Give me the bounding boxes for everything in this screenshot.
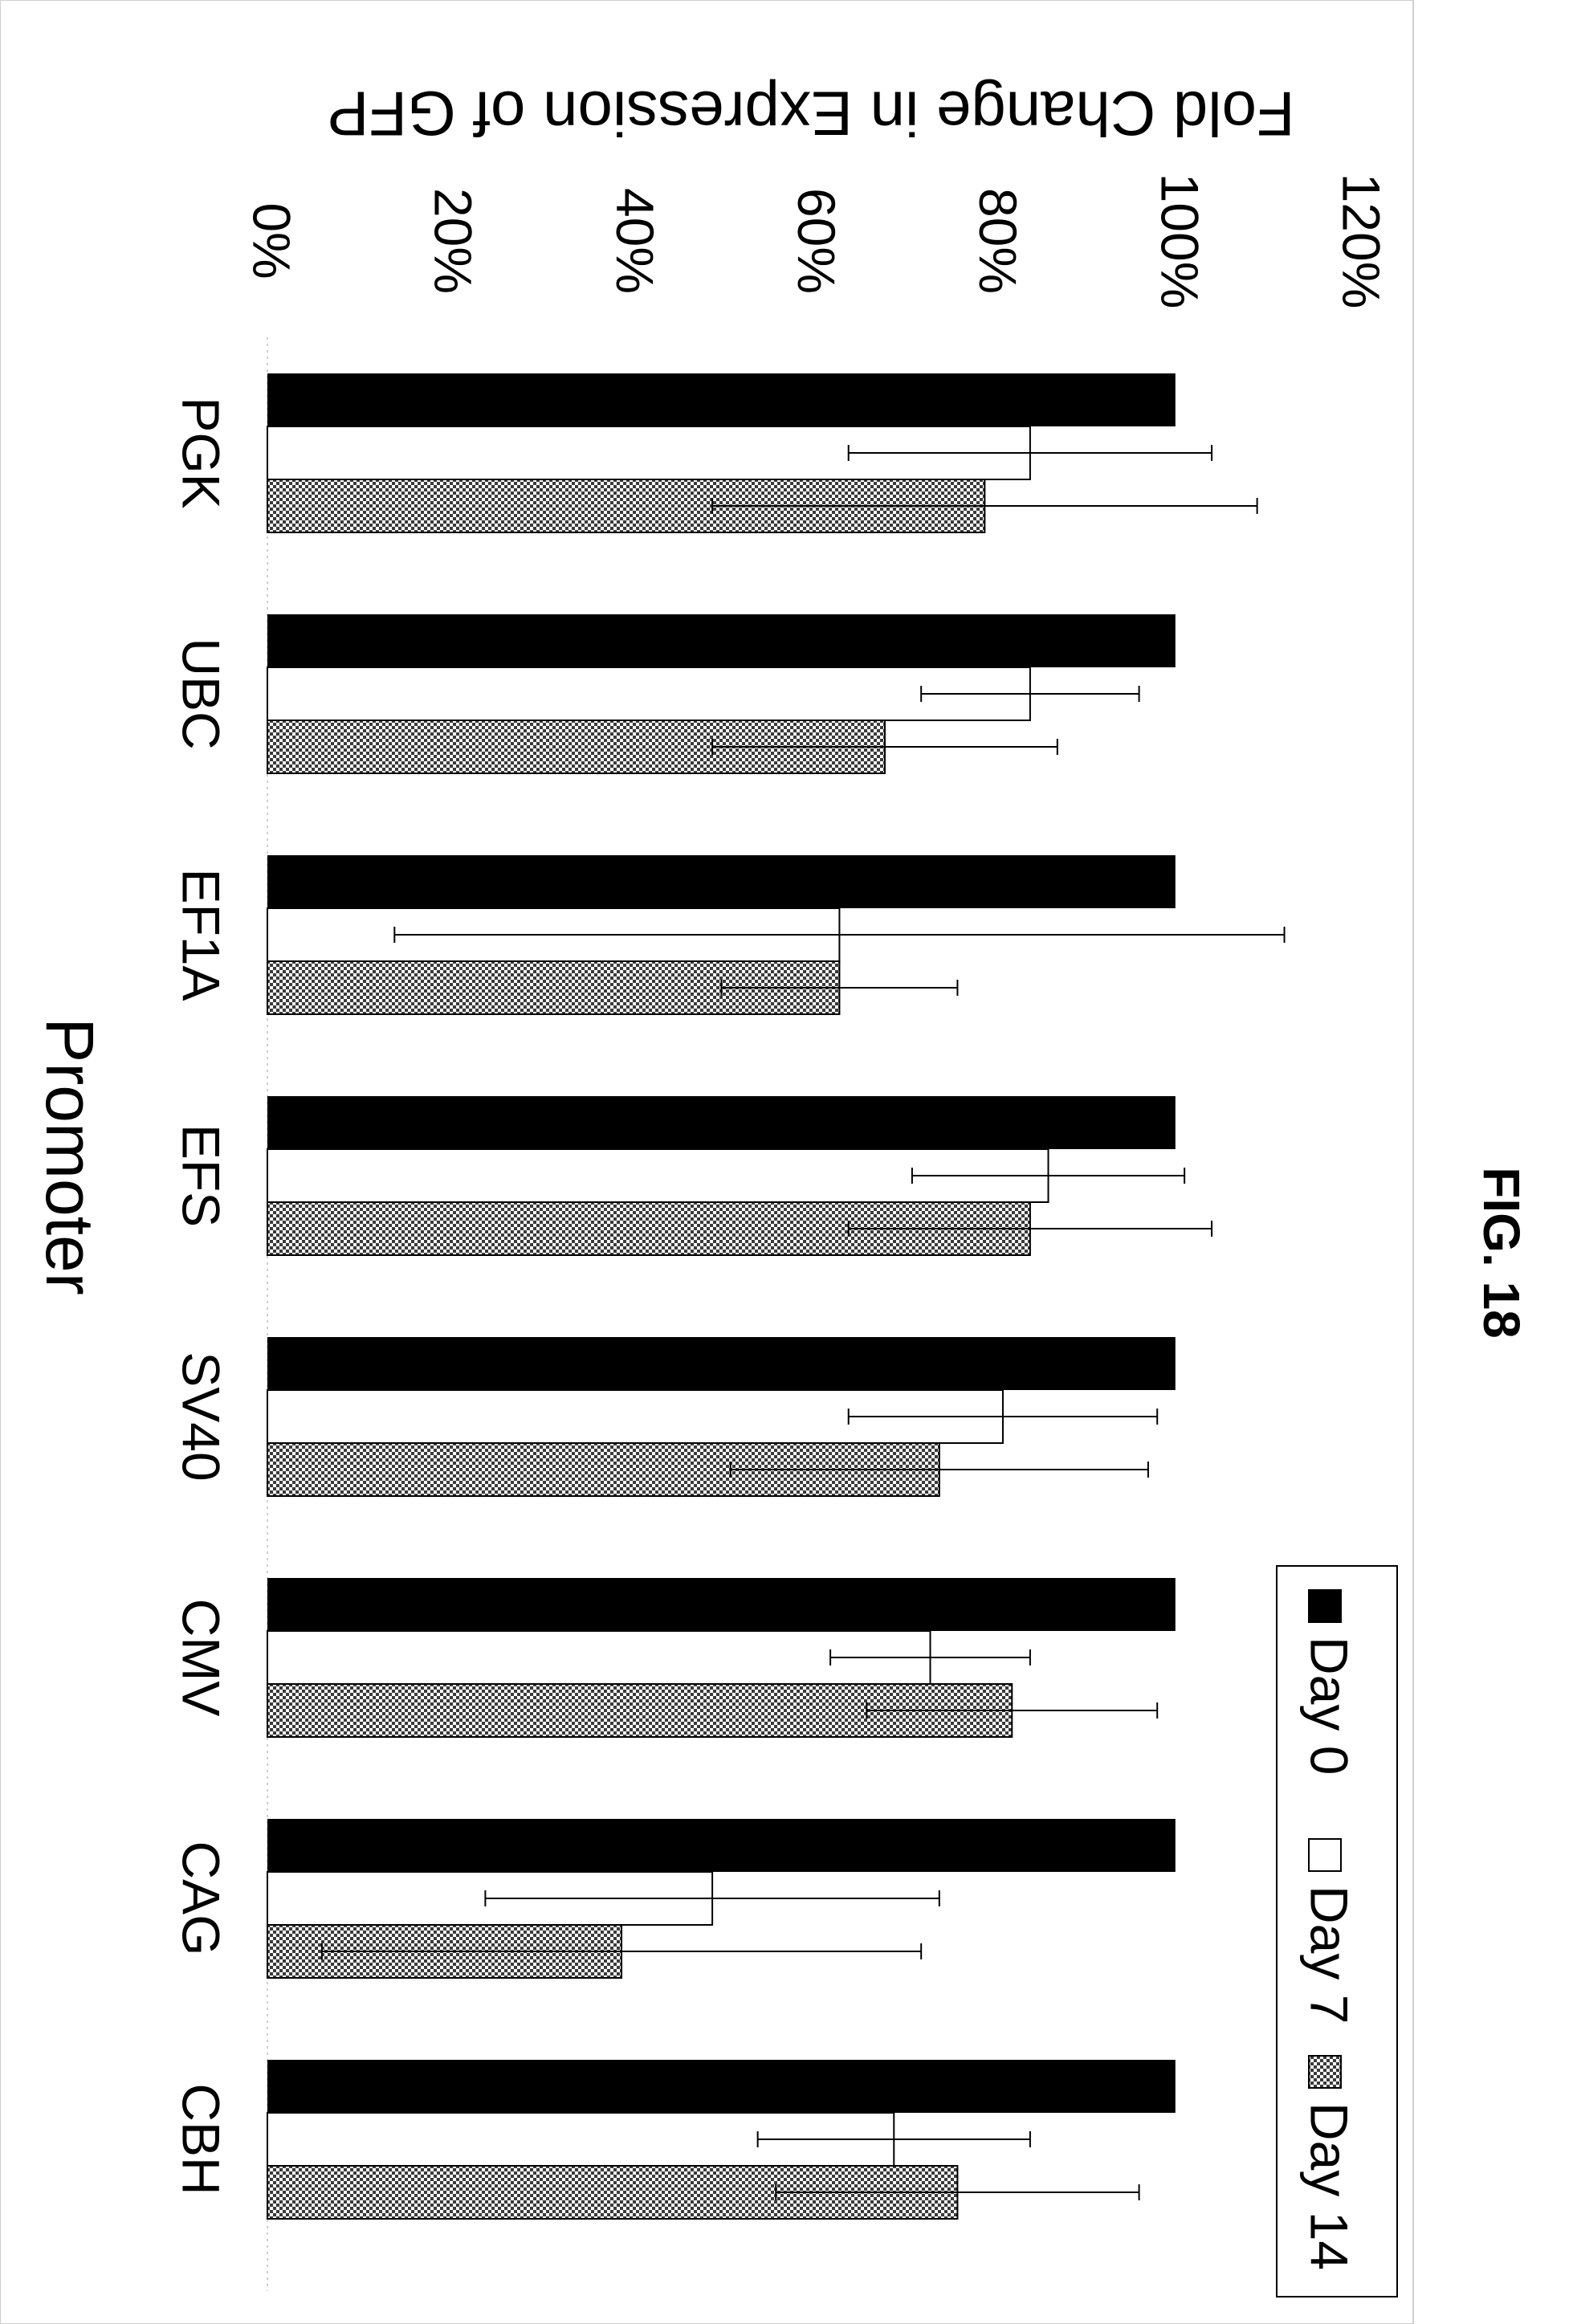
legend-swatch: [1308, 1589, 1342, 1623]
category-label: CBH: [172, 2083, 231, 2195]
legend-swatch: [1308, 1838, 1342, 1872]
y-tick-label: 100%: [1150, 173, 1209, 309]
legend-frame: [1276, 1565, 1398, 2297]
legend: Day 0 Day 7 Day 14: [1276, 1565, 1398, 2297]
bar: [267, 1337, 1176, 1390]
legend-label: Day 7: [1300, 1886, 1359, 2024]
legend-swatch: [1308, 2055, 1342, 2089]
plot-area: 0% 20% 40% 60% 80% 100% 120% PGK UBC EF1A EFS SV40 C…: [172, 173, 1392, 2291]
bar: [267, 1819, 1176, 1872]
category-label: EF1A: [172, 868, 231, 1001]
bar: [267, 1578, 1176, 1631]
y-tick-label: 80%: [968, 188, 1028, 294]
category-label: SV40: [172, 1352, 231, 1481]
legend-label: Day 14: [1300, 2102, 1359, 2270]
bar: [267, 667, 1031, 721]
figure-label: FIG. 18: [1473, 1167, 1530, 1338]
x-axis-title: Promoter: [32, 1017, 108, 1295]
y-tick-label: 60%: [787, 188, 846, 294]
bar: [267, 373, 1176, 426]
y-tick-label: 120%: [1332, 173, 1392, 309]
category-label: CAG: [172, 1841, 231, 1955]
bar: [267, 614, 1176, 667]
y-tick-label: 20%: [424, 188, 483, 294]
y-tick-label: 0%: [242, 202, 302, 279]
category-label: PGK: [172, 397, 231, 508]
chart-title: Fold Change in Expression of GFP: [327, 78, 1294, 149]
bar: [267, 1630, 931, 1685]
bar: [267, 2060, 1176, 2113]
category-label: UBC: [172, 638, 231, 749]
category-label: CMV: [172, 1599, 231, 1717]
y-tick-label: 40%: [605, 188, 665, 294]
page-frame: [0, 0, 1414, 2324]
bar: [267, 855, 1176, 908]
category-label: EFS: [172, 1124, 231, 1227]
legend-label: Day 0: [1300, 1637, 1359, 1775]
bar: [267, 1096, 1176, 1149]
